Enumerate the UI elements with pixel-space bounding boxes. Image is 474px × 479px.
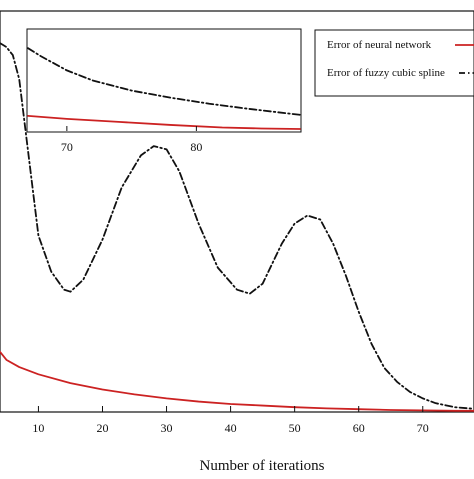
legend-label-neural-network: Error of neural network [327, 39, 432, 51]
x-tick-label-40: 40 [225, 421, 237, 435]
x-axis-label: Number of iterations [200, 458, 325, 474]
x-tick-label-70: 70 [417, 421, 429, 435]
inset-x-axis-ticks: 70 80 [61, 126, 202, 154]
legend-label-fuzzy-cubic-spline: Error of fuzzy cubic spline [327, 67, 445, 79]
x-tick-label-20: 20 [96, 421, 108, 435]
x-tick-label-10: 10 [32, 421, 44, 435]
series-line-error-of-fuzzy-cubic-spline [0, 42, 474, 410]
legend-box [314, 29, 474, 97]
inset-series-group [27, 47, 301, 130]
x-tick-label-50: 50 [289, 421, 301, 435]
series-line-error-of-neural-network [0, 350, 474, 412]
inset-frame [26, 28, 302, 133]
plot-frame [0, 10, 474, 413]
x-axis-ticks: 10 20 30 40 50 60 70 [32, 406, 429, 435]
main-series-group [0, 42, 474, 412]
inset-x-tick-label-70: 70 [61, 140, 73, 154]
x-tick-label-60: 60 [353, 421, 365, 435]
inset-series-line-error-of-neural-network [27, 114, 301, 130]
inset-x-tick-label-80: 80 [190, 140, 202, 154]
x-tick-label-30: 30 [161, 421, 173, 435]
inset-series-line-error-of-fuzzy-cubic-spline [27, 47, 301, 116]
